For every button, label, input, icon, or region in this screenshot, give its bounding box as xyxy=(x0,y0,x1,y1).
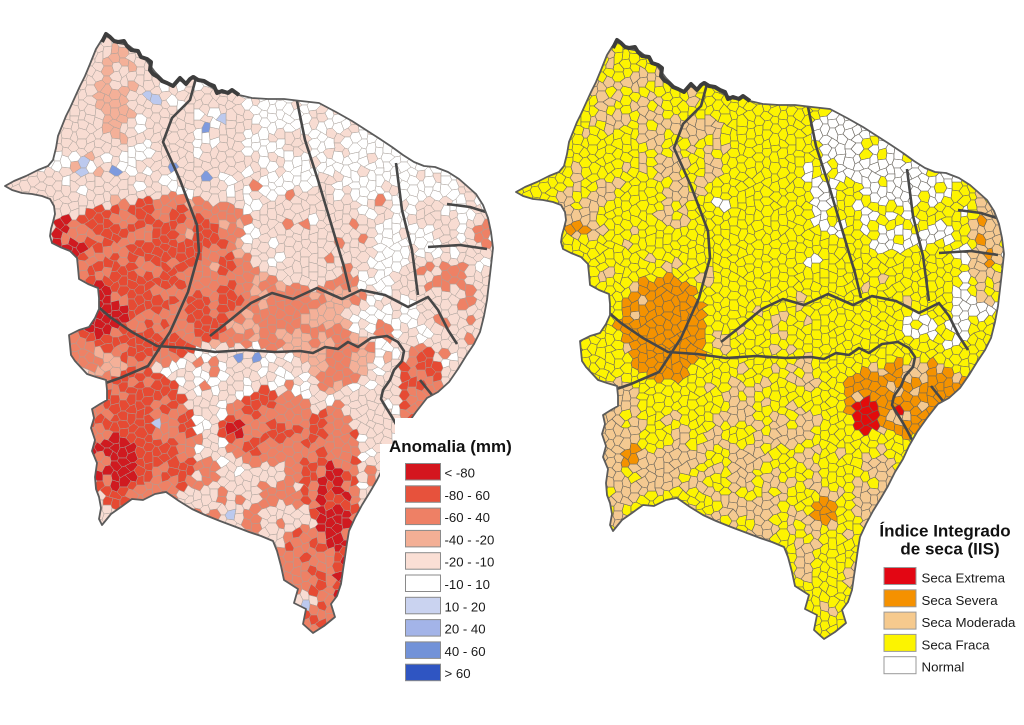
svg-text:-20 - -10: -20 - -10 xyxy=(445,555,495,570)
svg-text:Índice Integrado: Índice Integrado xyxy=(879,522,1010,541)
svg-text:Seca Moderada: Seca Moderada xyxy=(922,615,1016,630)
svg-text:> 60: > 60 xyxy=(445,666,471,681)
svg-text:Seca Fraca: Seca Fraca xyxy=(922,637,991,652)
svg-text:-60 - 40: -60 - 40 xyxy=(445,510,490,525)
svg-text:Normal: Normal xyxy=(922,660,965,675)
svg-text:< -80: < -80 xyxy=(445,466,475,481)
svg-text:Seca Severa: Seca Severa xyxy=(922,593,999,608)
svg-text:de seca (IIS): de seca (IIS) xyxy=(900,540,999,559)
svg-text:-80 - 60: -80 - 60 xyxy=(445,488,490,503)
svg-text:Anomalia (mm): Anomalia (mm) xyxy=(389,437,512,456)
svg-text:-40 - -20: -40 - -20 xyxy=(445,532,495,547)
svg-text:40 - 60: 40 - 60 xyxy=(445,644,486,659)
svg-text:20 - 40: 20 - 40 xyxy=(445,622,486,637)
svg-text:Seca Extrema: Seca Extrema xyxy=(922,571,1006,586)
svg-text:-10 - 10: -10 - 10 xyxy=(445,577,490,592)
svg-text:10 - 20: 10 - 20 xyxy=(445,599,486,614)
